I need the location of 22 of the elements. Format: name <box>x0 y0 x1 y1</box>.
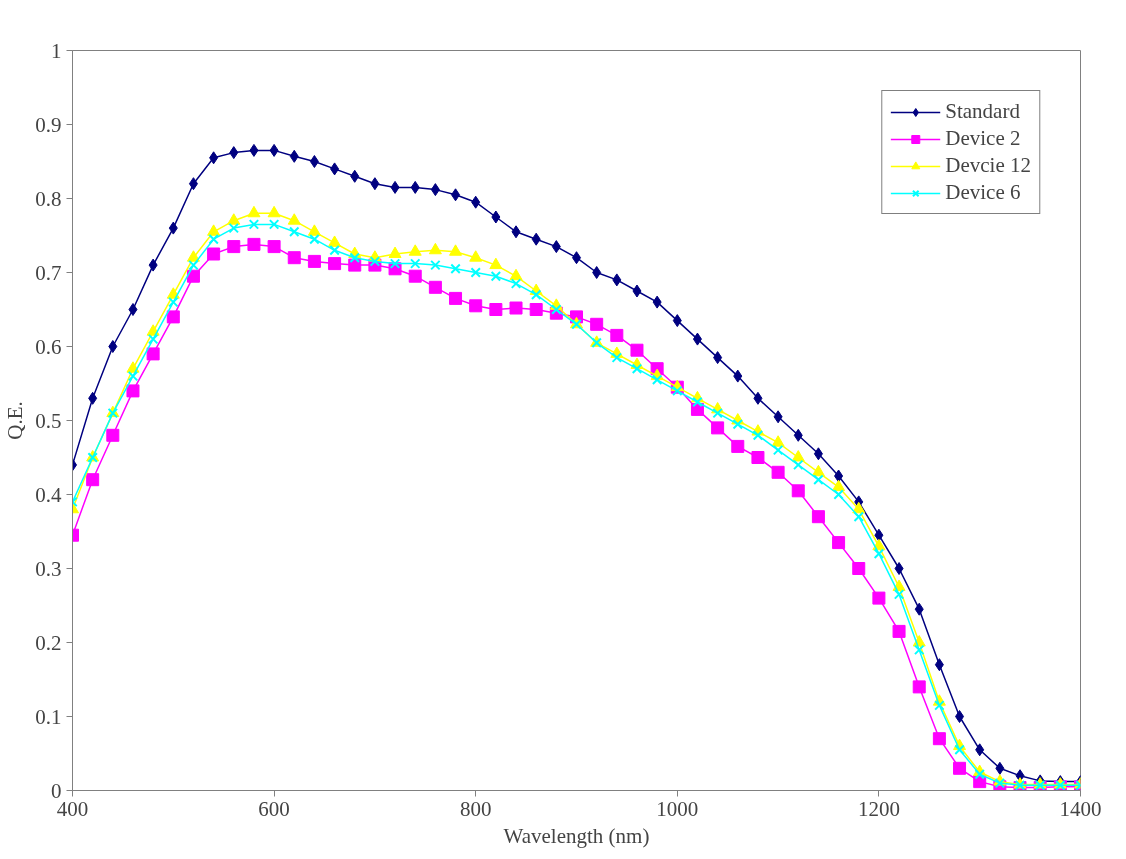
y-tick-label: 0.4 <box>35 482 62 507</box>
y-tick-label: 0.1 <box>35 704 62 729</box>
x-tick-label: 1000 <box>656 796 699 821</box>
x-tick-label: 1200 <box>857 796 900 821</box>
legend-label: Devcie 12 <box>945 153 1031 178</box>
y-tick-label: 0.9 <box>35 112 62 137</box>
x-tick-label: 600 <box>258 796 290 821</box>
y-tick-label: 0.6 <box>35 334 62 359</box>
legend-label: Device 2 <box>945 126 1021 151</box>
y-tick-label: 0.5 <box>35 408 62 433</box>
y-tick-label: 0.8 <box>35 186 62 211</box>
y-axis-title: Q.E. <box>3 401 28 440</box>
y-tick-label: 0 <box>51 778 62 803</box>
y-tick-label: 0.2 <box>35 630 62 655</box>
x-tick-label: 1400 <box>1059 796 1102 821</box>
y-tick-label: 1 <box>51 38 62 63</box>
legend-label: Standard <box>945 99 1020 124</box>
y-tick-label: 0.3 <box>35 556 62 581</box>
legend-label: Device 6 <box>945 180 1021 205</box>
x-tick-label: 800 <box>459 796 492 821</box>
y-tick-label: 0.7 <box>35 260 62 285</box>
x-axis-title: Wavelength (nm) <box>503 823 650 848</box>
